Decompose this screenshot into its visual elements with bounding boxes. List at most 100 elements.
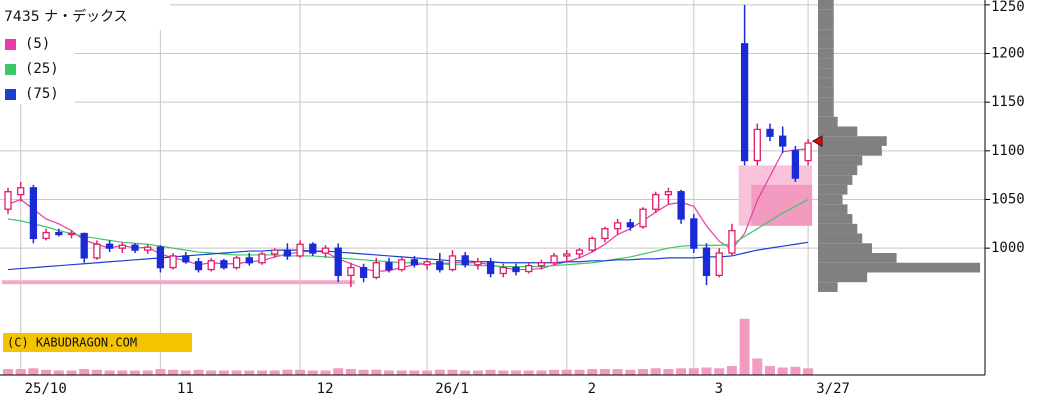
volume-profile-bar <box>818 223 858 234</box>
volume-bar <box>66 370 77 375</box>
candle-body <box>690 218 698 249</box>
chart-title: 7435 ナ・デックス <box>4 8 128 25</box>
candle-body <box>118 244 126 249</box>
volume-bar <box>180 370 191 375</box>
volume-bar <box>142 370 153 375</box>
copyright: (C) KABUDRAGON.COM <box>7 336 137 350</box>
volume-profile-bar <box>818 0 834 10</box>
volume-bar <box>726 366 737 375</box>
ma-line <box>7 148 809 273</box>
candle-body <box>499 266 507 275</box>
volume-profile-bar <box>818 107 834 117</box>
volume-bar <box>333 368 344 375</box>
candle-body <box>702 247 711 277</box>
volume-bar <box>472 370 483 375</box>
volume-bar <box>358 369 369 375</box>
volume-bar <box>15 369 26 375</box>
volume-bar <box>625 369 636 375</box>
candle-body <box>715 252 723 277</box>
volume-bar <box>28 368 39 375</box>
volume-profile-bar <box>818 175 853 185</box>
y-tick-label: 1200 <box>991 46 1025 62</box>
candle-body <box>131 244 139 251</box>
candle-body <box>779 135 787 147</box>
candle-body <box>309 243 317 254</box>
candle-body <box>55 231 63 236</box>
candle-body <box>664 191 673 196</box>
y-tick-label: 1050 <box>991 191 1025 207</box>
volume-bar <box>345 369 356 375</box>
legend-swatch <box>5 64 16 75</box>
x-tick-label: 3 <box>715 381 723 397</box>
candle-body <box>156 246 165 269</box>
ma-line <box>7 241 809 271</box>
volume-profile-bar <box>818 253 897 263</box>
volume-bar <box>777 367 788 375</box>
volume-bar <box>790 366 801 375</box>
volume-profile-bar <box>818 194 843 205</box>
volume-profile-bar <box>818 97 834 108</box>
candle-body <box>258 253 266 264</box>
volume-bar <box>193 369 204 375</box>
candle-body <box>423 261 431 266</box>
volume-bar <box>53 370 64 375</box>
candle-body <box>144 246 152 251</box>
candle-body <box>245 257 253 264</box>
candle-body <box>512 266 520 273</box>
candle-body <box>93 243 101 259</box>
volume-bar <box>739 318 750 375</box>
candle-body <box>334 247 342 277</box>
volume-bar <box>218 370 229 375</box>
volume-bar <box>41 369 52 375</box>
volume-bar <box>117 370 128 375</box>
ma-line <box>7 198 809 268</box>
legend-swatch <box>5 39 16 50</box>
candle-body <box>398 259 406 271</box>
candle-body <box>42 231 50 240</box>
legend-label: (5) <box>25 36 50 52</box>
volume-bar <box>612 369 623 375</box>
volume-bar <box>231 370 242 375</box>
volume-bar <box>422 370 433 375</box>
candle-body <box>436 261 444 271</box>
y-tick-label: 1150 <box>991 94 1025 110</box>
candle-body <box>220 260 228 269</box>
candle-body <box>728 229 736 254</box>
candle-body <box>80 232 88 259</box>
volume-profile-bar <box>818 272 868 283</box>
candle-body <box>359 266 368 278</box>
candle-body <box>601 228 609 240</box>
candle-body <box>169 255 177 269</box>
x-tick-label: 25/10 <box>25 381 67 397</box>
grid <box>0 0 985 375</box>
volume-profile-bar <box>818 165 858 176</box>
x-tick-label: 11 <box>177 381 194 397</box>
volume-bar <box>3 369 13 375</box>
copyright-bg <box>3 333 192 352</box>
volume-bar <box>244 370 255 375</box>
candle-body <box>474 261 482 266</box>
volume-profile-bar <box>818 243 873 254</box>
candle-body <box>347 266 355 277</box>
legend-label: (25) <box>25 61 59 77</box>
volume-bar <box>701 367 712 375</box>
volume-profile-bar <box>818 19 834 30</box>
volume-bar <box>91 369 102 375</box>
volume-bar <box>104 370 115 375</box>
volume-bar <box>498 370 509 375</box>
zone <box>751 184 813 226</box>
volume-bar <box>396 370 407 375</box>
volume-bar <box>307 370 318 375</box>
volume-profile-bar <box>818 155 863 166</box>
volume-bar <box>269 370 280 375</box>
volume-bar <box>752 358 763 375</box>
x-tick-label: 12 <box>317 381 334 397</box>
volume-bar <box>587 369 598 375</box>
candle-body <box>207 260 215 271</box>
volume-profile-bar <box>818 58 834 69</box>
candle-body <box>588 237 596 251</box>
candle-body <box>753 128 761 162</box>
volume-bar <box>460 370 471 375</box>
volume-profile-bar <box>818 233 863 244</box>
candle-body <box>575 249 584 255</box>
